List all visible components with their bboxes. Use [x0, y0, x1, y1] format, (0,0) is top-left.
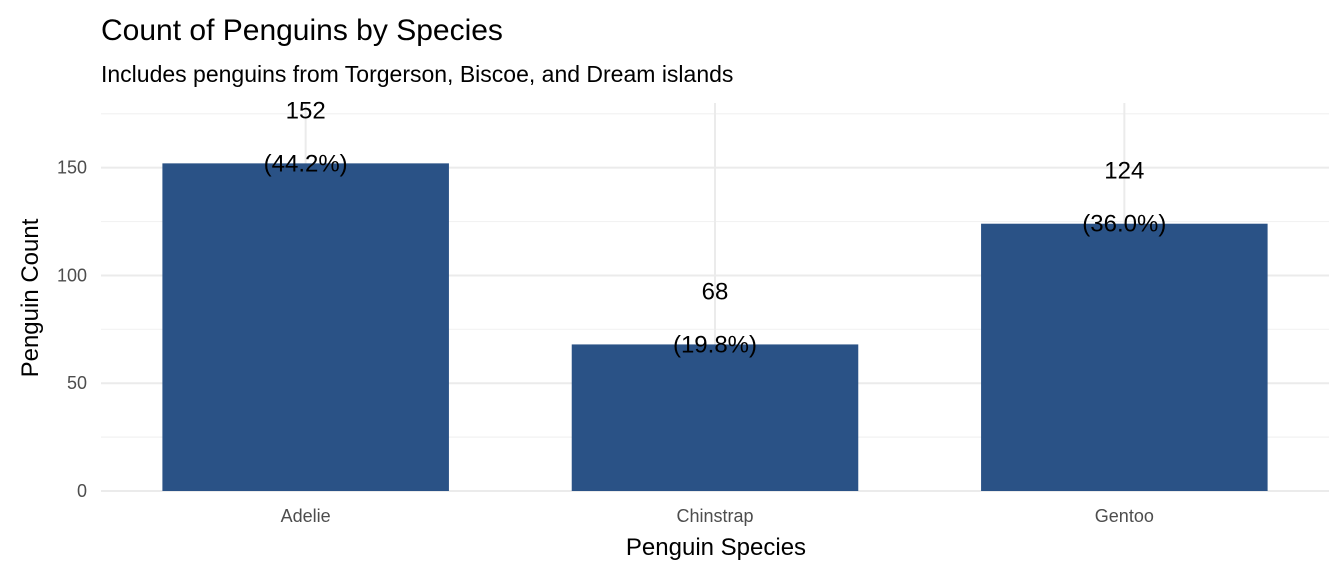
y-axis-title: Penguin Count	[17, 218, 44, 377]
plot-area: 152 (44.2%) 68 (19.8%) 124 (36.0%)	[101, 97, 1329, 492]
bar-adelie	[162, 163, 449, 491]
bars-layer	[162, 163, 1268, 491]
chart-title: Count of Penguins by Species	[101, 14, 503, 47]
x-tick-label: Chinstrap	[676, 506, 753, 526]
y-tick-label: 0	[77, 481, 87, 501]
bar-chinstrap	[571, 344, 859, 491]
x-axis-title: Penguin Species	[626, 534, 806, 561]
x-axis: Adelie Chinstrap Gentoo	[281, 506, 1154, 526]
bar-gentoo	[981, 223, 1268, 491]
y-axis: 0 50 100 150	[57, 158, 87, 501]
y-tick-label: 100	[57, 265, 87, 285]
x-tick-label: Gentoo	[1095, 506, 1154, 526]
data-labels-layer: 152 (44.2%) 68 (19.8%) 124 (36.0%)	[264, 97, 1167, 358]
bar-count-label: 124	[1104, 158, 1144, 185]
bar-count-label: 152	[286, 97, 326, 124]
bar-percent-label: (19.8%)	[673, 331, 757, 358]
bar-percent-label: (36.0%)	[1082, 211, 1166, 238]
bar-percent-label: (44.2%)	[264, 150, 348, 177]
y-tick-label: 150	[57, 158, 87, 178]
y-tick-label: 50	[67, 373, 87, 393]
bar-count-label: 68	[702, 278, 729, 305]
x-tick-label: Adelie	[281, 506, 331, 526]
chart-subtitle: Includes penguins from Torgerson, Biscoe…	[101, 61, 733, 87]
